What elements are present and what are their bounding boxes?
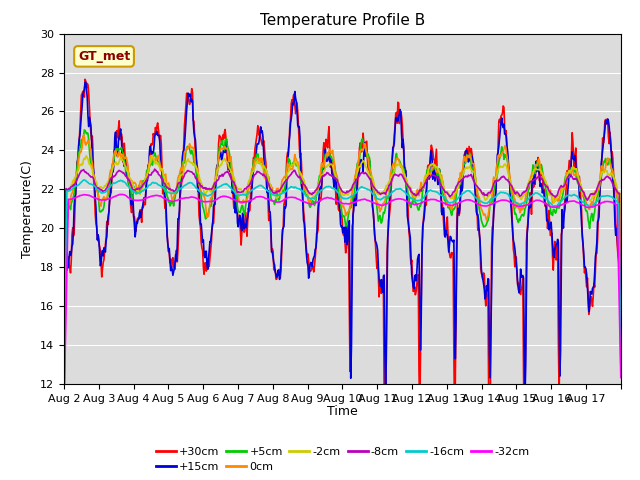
+5cm — [60, 342, 68, 348]
+5cm — [81, 127, 88, 133]
-16cm — [81, 177, 88, 183]
Text: GT_met: GT_met — [78, 50, 130, 63]
-16cm — [60, 402, 68, 408]
+30cm — [81, 76, 89, 82]
-16cm — [617, 357, 625, 362]
0cm — [432, 167, 440, 173]
-8cm — [151, 166, 159, 172]
-8cm — [60, 357, 68, 363]
-8cm — [256, 170, 264, 176]
0cm — [60, 337, 68, 343]
-8cm — [401, 177, 408, 182]
0cm — [80, 132, 88, 138]
-32cm — [256, 193, 264, 199]
-2cm — [432, 164, 440, 170]
-8cm — [125, 177, 133, 183]
+5cm — [126, 180, 134, 186]
+5cm — [277, 188, 285, 194]
Line: -32cm: -32cm — [64, 194, 621, 408]
+5cm — [228, 175, 236, 181]
+15cm — [401, 166, 408, 172]
Y-axis label: Temperature(C): Temperature(C) — [22, 160, 35, 258]
Line: +15cm: +15cm — [64, 83, 621, 430]
-8cm — [617, 360, 625, 366]
Line: -2cm: -2cm — [64, 156, 621, 406]
+5cm — [432, 165, 440, 170]
0cm — [617, 338, 625, 344]
-32cm — [432, 197, 440, 203]
-32cm — [277, 199, 285, 204]
-16cm — [126, 186, 134, 192]
-2cm — [148, 153, 156, 158]
-2cm — [277, 189, 285, 194]
+30cm — [60, 426, 68, 432]
+15cm — [82, 80, 90, 85]
-32cm — [228, 196, 236, 202]
-32cm — [126, 196, 134, 202]
-32cm — [617, 375, 625, 381]
-8cm — [228, 179, 236, 185]
+30cm — [256, 129, 264, 135]
+15cm — [432, 173, 440, 179]
Line: +30cm: +30cm — [64, 79, 621, 466]
Line: -8cm: -8cm — [64, 169, 621, 363]
-32cm — [60, 406, 68, 411]
0cm — [126, 183, 134, 189]
+30cm — [277, 267, 285, 273]
Line: -16cm: -16cm — [64, 180, 621, 405]
0cm — [256, 156, 264, 161]
+15cm — [126, 185, 134, 191]
+30cm — [486, 463, 493, 469]
+30cm — [617, 283, 625, 288]
+15cm — [617, 270, 625, 276]
-2cm — [125, 174, 133, 180]
Line: 0cm: 0cm — [64, 135, 621, 341]
-16cm — [228, 187, 236, 193]
+15cm — [256, 129, 264, 135]
0cm — [277, 185, 285, 191]
Line: +5cm: +5cm — [64, 130, 621, 349]
-2cm — [256, 160, 264, 166]
0cm — [228, 168, 236, 174]
-32cm — [401, 197, 408, 203]
X-axis label: Time: Time — [327, 405, 358, 418]
-2cm — [401, 171, 408, 177]
-2cm — [617, 296, 625, 302]
Title: Temperature Profile B: Temperature Profile B — [260, 13, 425, 28]
Legend: +30cm, +15cm, +5cm, 0cm, -2cm, -8cm, -16cm, -32cm: +30cm, +15cm, +5cm, 0cm, -2cm, -8cm, -16… — [151, 442, 534, 477]
+5cm — [256, 160, 264, 166]
+5cm — [401, 170, 408, 176]
+15cm — [228, 190, 236, 196]
+30cm — [228, 182, 236, 188]
-32cm — [119, 192, 127, 197]
0cm — [401, 177, 408, 182]
-16cm — [401, 189, 408, 195]
+30cm — [126, 192, 134, 198]
+15cm — [60, 427, 68, 432]
+5cm — [617, 346, 625, 352]
-16cm — [256, 182, 264, 188]
+15cm — [277, 254, 285, 260]
+30cm — [432, 154, 440, 160]
-8cm — [432, 174, 440, 180]
-16cm — [432, 189, 440, 194]
-8cm — [277, 185, 285, 191]
-2cm — [228, 171, 236, 177]
+30cm — [401, 164, 408, 170]
-16cm — [277, 191, 285, 197]
-2cm — [60, 403, 68, 409]
